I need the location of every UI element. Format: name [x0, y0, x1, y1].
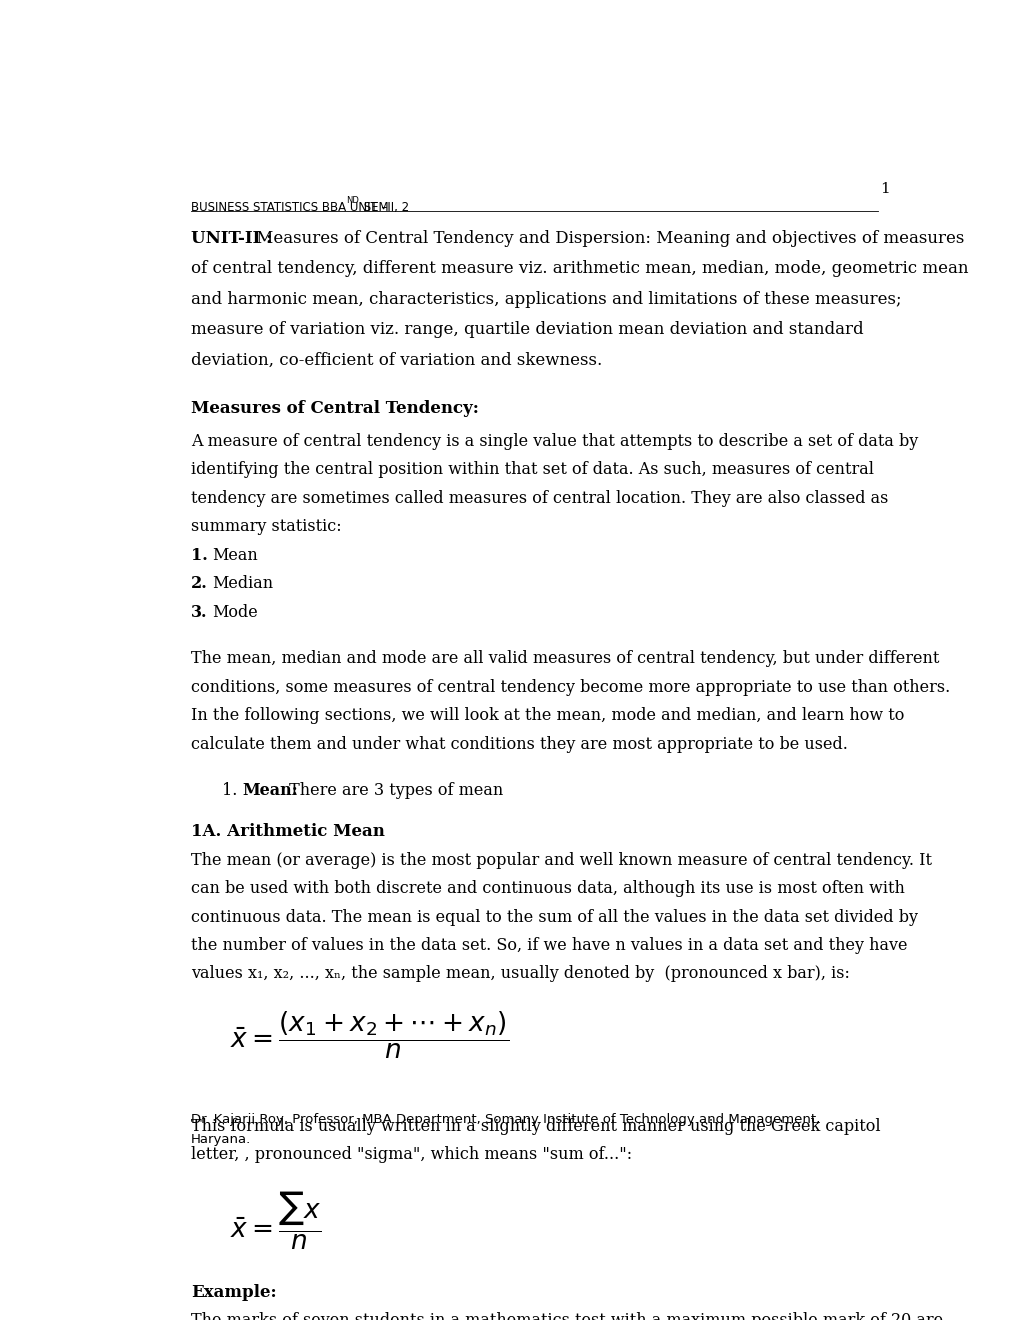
Text: values x₁, x₂, ..., xₙ, the sample mean, usually denoted by  (pronounced x bar),: values x₁, x₂, ..., xₙ, the sample mean,… [191, 965, 849, 982]
Text: There are 3 types of mean: There are 3 types of mean [283, 783, 502, 800]
Text: Mean: Mean [212, 546, 258, 564]
Text: Measures of Central Tendency and Dispersion: Meaning and objectives of measures: Measures of Central Tendency and Dispers… [251, 230, 963, 247]
Text: BUSINESS STATISTICS BBA UNIT –II, 2: BUSINESS STATISTICS BBA UNIT –II, 2 [191, 201, 409, 214]
Text: Mean:: Mean: [242, 783, 298, 800]
Text: can be used with both discrete and continuous data, although its use is most oft: can be used with both discrete and conti… [191, 880, 904, 898]
Text: 2.: 2. [191, 576, 207, 593]
Text: 1: 1 [879, 182, 890, 195]
Text: the number of values in the data set. So, if we have n values in a data set and : the number of values in the data set. So… [191, 937, 906, 954]
Text: $\bar{x} = \dfrac{(x_1 + x_2 + \cdots + x_n)}{n}$: $\bar{x} = \dfrac{(x_1 + x_2 + \cdots + … [230, 1008, 508, 1061]
Text: A measure of central tendency is a single value that attempts to describe a set : A measure of central tendency is a singl… [191, 433, 917, 450]
Text: identifying the central position within that set of data. As such, measures of c: identifying the central position within … [191, 461, 873, 478]
Text: 1.: 1. [191, 546, 207, 564]
Text: Dr. Kajarii Roy, Professor, MBA Department, Somany Institute of Technology and M: Dr. Kajarii Roy, Professor, MBA Departme… [191, 1113, 819, 1126]
Text: letter, , pronounced "sigma", which means "sum of...":: letter, , pronounced "sigma", which mean… [191, 1146, 631, 1163]
Text: tendency are sometimes called measures of central location. They are also classe: tendency are sometimes called measures o… [191, 490, 888, 507]
Text: Measures of Central Tendency:: Measures of Central Tendency: [191, 400, 478, 417]
Text: 1.: 1. [222, 783, 237, 800]
Text: This formula is usually written in a slightly different manner using the Greek c: This formula is usually written in a sli… [191, 1118, 879, 1135]
Text: of central tendency, different measure viz. arithmetic mean, median, mode, geome: of central tendency, different measure v… [191, 260, 967, 277]
Text: Median: Median [212, 576, 273, 593]
Text: The mean (or average) is the most popular and well known measure of central tend: The mean (or average) is the most popula… [191, 851, 930, 869]
Text: summary statistic:: summary statistic: [191, 519, 341, 535]
Text: SEM: SEM [360, 201, 388, 214]
Text: continuous data. The mean is equal to the sum of all the values in the data set : continuous data. The mean is equal to th… [191, 908, 917, 925]
Text: Mode: Mode [212, 603, 258, 620]
Text: The mean, median and mode are all valid measures of central tendency, but under : The mean, median and mode are all valid … [191, 651, 938, 668]
Text: conditions, some measures of central tendency become more appropriate to use tha: conditions, some measures of central ten… [191, 678, 949, 696]
Text: deviation, co-efficient of variation and skewness.: deviation, co-efficient of variation and… [191, 351, 601, 368]
Text: Haryana.: Haryana. [191, 1134, 251, 1146]
Text: and harmonic mean, characteristics, applications and limitations of these measur: and harmonic mean, characteristics, appl… [191, 290, 901, 308]
Text: 3.: 3. [191, 603, 207, 620]
Text: measure of variation viz. range, quartile deviation mean deviation and standard: measure of variation viz. range, quartil… [191, 321, 862, 338]
Text: calculate them and under what conditions they are most appropriate to be used.: calculate them and under what conditions… [191, 735, 847, 752]
Text: 1A. Arithmetic Mean: 1A. Arithmetic Mean [191, 824, 384, 840]
Text: $\bar{x} = \dfrac{\sum x}{n}$: $\bar{x} = \dfrac{\sum x}{n}$ [230, 1191, 322, 1253]
Text: ND: ND [346, 195, 359, 205]
Text: The marks of seven students in a mathematics test with a maximum possible mark o: The marks of seven students in a mathema… [191, 1312, 942, 1320]
Text: In the following sections, we will look at the mean, mode and median, and learn : In the following sections, we will look … [191, 708, 903, 725]
Text: Example:: Example: [191, 1283, 276, 1300]
Text: UNIT-II :: UNIT-II : [191, 230, 272, 247]
